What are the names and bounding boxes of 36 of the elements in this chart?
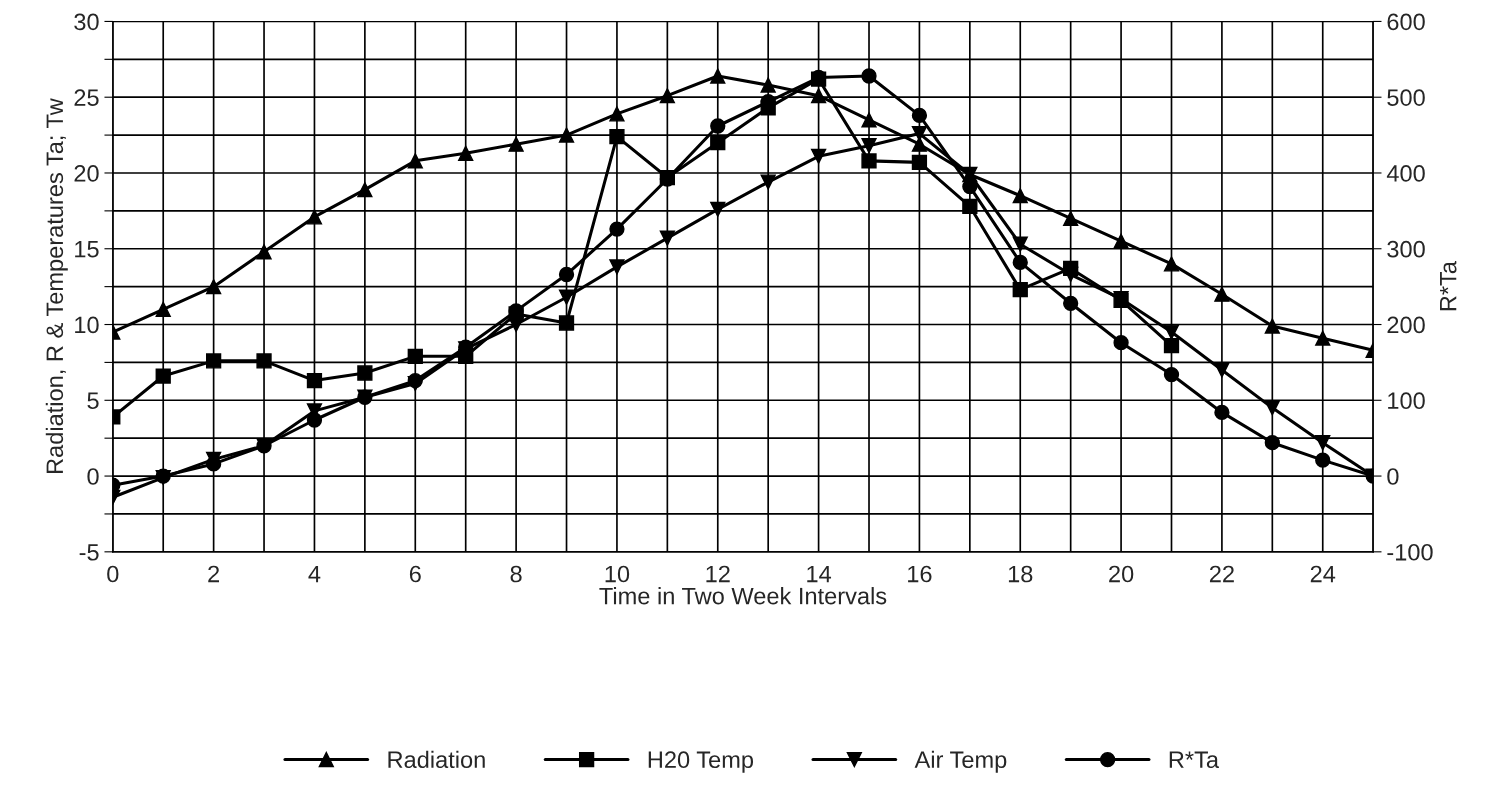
- y-tick-label: 20: [74, 165, 99, 182]
- x-tick-label: 6: [409, 565, 421, 583]
- x-tick-label: 14: [807, 565, 832, 583]
- y-tick-label: 5: [87, 392, 99, 410]
- x-tick-label: 4: [308, 565, 321, 583]
- y2-tick-label: 100: [1388, 392, 1425, 410]
- y2-tick-label: 400: [1386, 165, 1425, 182]
- y-tick-label: 30: [74, 13, 99, 31]
- legend-label: Air Temp: [914, 750, 1007, 773]
- y-axis-title: Radiation, R & Temperatures Ta; Tw: [45, 98, 68, 474]
- x-tick-label: 0: [107, 565, 119, 583]
- x-tick-label: 16: [908, 565, 932, 583]
- y-tick-label: 10: [75, 316, 99, 334]
- x-tick-label: 24: [1310, 565, 1336, 583]
- y-tick-label: 15: [75, 241, 99, 258]
- y2-tick-label: 300: [1387, 240, 1425, 258]
- x-tick-label: 10: [605, 565, 630, 583]
- y2-tick-label: 0: [1387, 468, 1399, 485]
- legend-label: Radiation: [388, 750, 485, 769]
- x-tick-label: 22: [1209, 565, 1234, 583]
- y2-axis-title: R*Ta: [1440, 261, 1457, 311]
- x-axis-title: Time in Two Week Intervals: [599, 587, 887, 605]
- y-tick-label: -5: [79, 544, 99, 561]
- x-tick-label: 8: [510, 565, 522, 583]
- y2-tick-label: 600: [1387, 13, 1425, 31]
- x-tick-label: 12: [706, 565, 730, 583]
- x-tick-label: 20: [1109, 565, 1134, 583]
- x-tick-label: 18: [1008, 565, 1033, 583]
- legend-label: H20 Temp: [648, 751, 754, 773]
- y2-tick-label: -100: [1387, 543, 1433, 561]
- x-tick-label: 2: [208, 565, 220, 583]
- y-tick-label: 0: [87, 468, 99, 485]
- y-tick-label: 25: [74, 89, 99, 106]
- legend-label: R*Ta: [1169, 751, 1220, 769]
- y2-tick-label: 500: [1387, 89, 1425, 106]
- y2-tick-label: 200: [1387, 316, 1425, 334]
